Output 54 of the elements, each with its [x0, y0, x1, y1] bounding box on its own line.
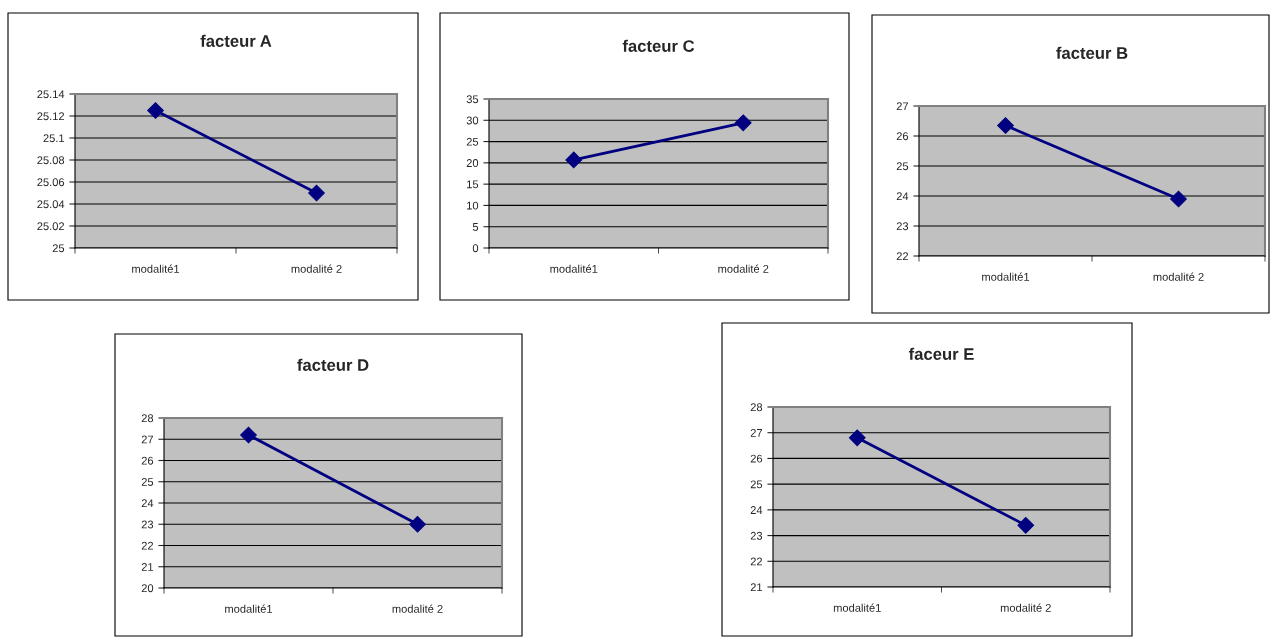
y-tick-label: 15 [467, 180, 479, 189]
y-tick-label: 25.06 [37, 178, 65, 187]
y-tick-label: 27 [896, 102, 909, 111]
y-tick-label: 25.14 [37, 90, 65, 99]
y-tick-label: 21 [750, 583, 763, 592]
y-tick-label: 35 [466, 95, 479, 104]
y-tick-label: 20 [466, 159, 479, 167]
y-tick-label: 22 [750, 557, 763, 566]
y-tick-label: 28 [750, 403, 763, 412]
y-tick-label: 23 [896, 222, 909, 231]
y-tick-label: 24 [750, 506, 763, 514]
y-tick-label: 23 [141, 520, 154, 529]
y-tick-label: 25 [896, 162, 909, 171]
y-tick-label: 23 [750, 531, 763, 540]
y-tick-label: 0 [472, 244, 479, 253]
y-tick-label: 25.04 [37, 200, 65, 209]
y-tick-label: 27 [750, 428, 763, 437]
chart-title: facteur D [297, 358, 369, 371]
y-tick-label: 5 [472, 223, 479, 231]
x-tick-label: modalité1 [132, 264, 180, 273]
chart-title: facteur C [622, 39, 695, 52]
y-tick-label: 25 [466, 137, 479, 146]
x-tick-label: modalité1 [833, 603, 881, 612]
y-tick-label: 21 [141, 563, 154, 571]
x-tick-label: modalité 2 [1153, 272, 1204, 281]
chart-title: faceur E [908, 347, 974, 360]
y-tick-label: 25 [52, 244, 65, 253]
y-tick-label: 25.02 [37, 222, 65, 231]
y-tick-label: 24 [896, 192, 909, 201]
y-tick-label: 27 [141, 435, 154, 444]
chart-title: facteur A [200, 34, 272, 47]
y-tick-label: 28 [141, 414, 154, 423]
x-tick-label: modalité 2 [718, 264, 769, 273]
y-tick-label: 30 [466, 116, 479, 125]
x-tick-label: modalité1 [982, 272, 1030, 281]
y-tick-label: 26 [896, 132, 909, 141]
y-tick-label: 25 [750, 480, 763, 489]
chart-title: facteur B [1056, 46, 1128, 59]
x-tick-label: modalité1 [225, 604, 273, 613]
x-tick-label: modalité 2 [291, 264, 342, 273]
y-tick-label: 26 [141, 456, 154, 465]
y-tick-label: 10 [467, 201, 479, 210]
y-tick-label: 20 [141, 584, 154, 593]
x-tick-label: modalité 2 [1000, 603, 1051, 612]
y-tick-label: 24 [141, 499, 154, 508]
x-tick-label: modalité1 [550, 264, 598, 273]
y-tick-label: 25.08 [37, 156, 65, 165]
y-tick-label: 22 [141, 541, 154, 550]
y-tick-label: 25 [141, 478, 154, 486]
y-tick-label: 25.1 [43, 134, 65, 143]
x-tick-label: modalité 2 [392, 604, 443, 613]
y-tick-label: 22 [896, 252, 909, 261]
y-tick-label: 26 [750, 454, 763, 463]
y-tick-label: 25.12 [37, 112, 65, 121]
